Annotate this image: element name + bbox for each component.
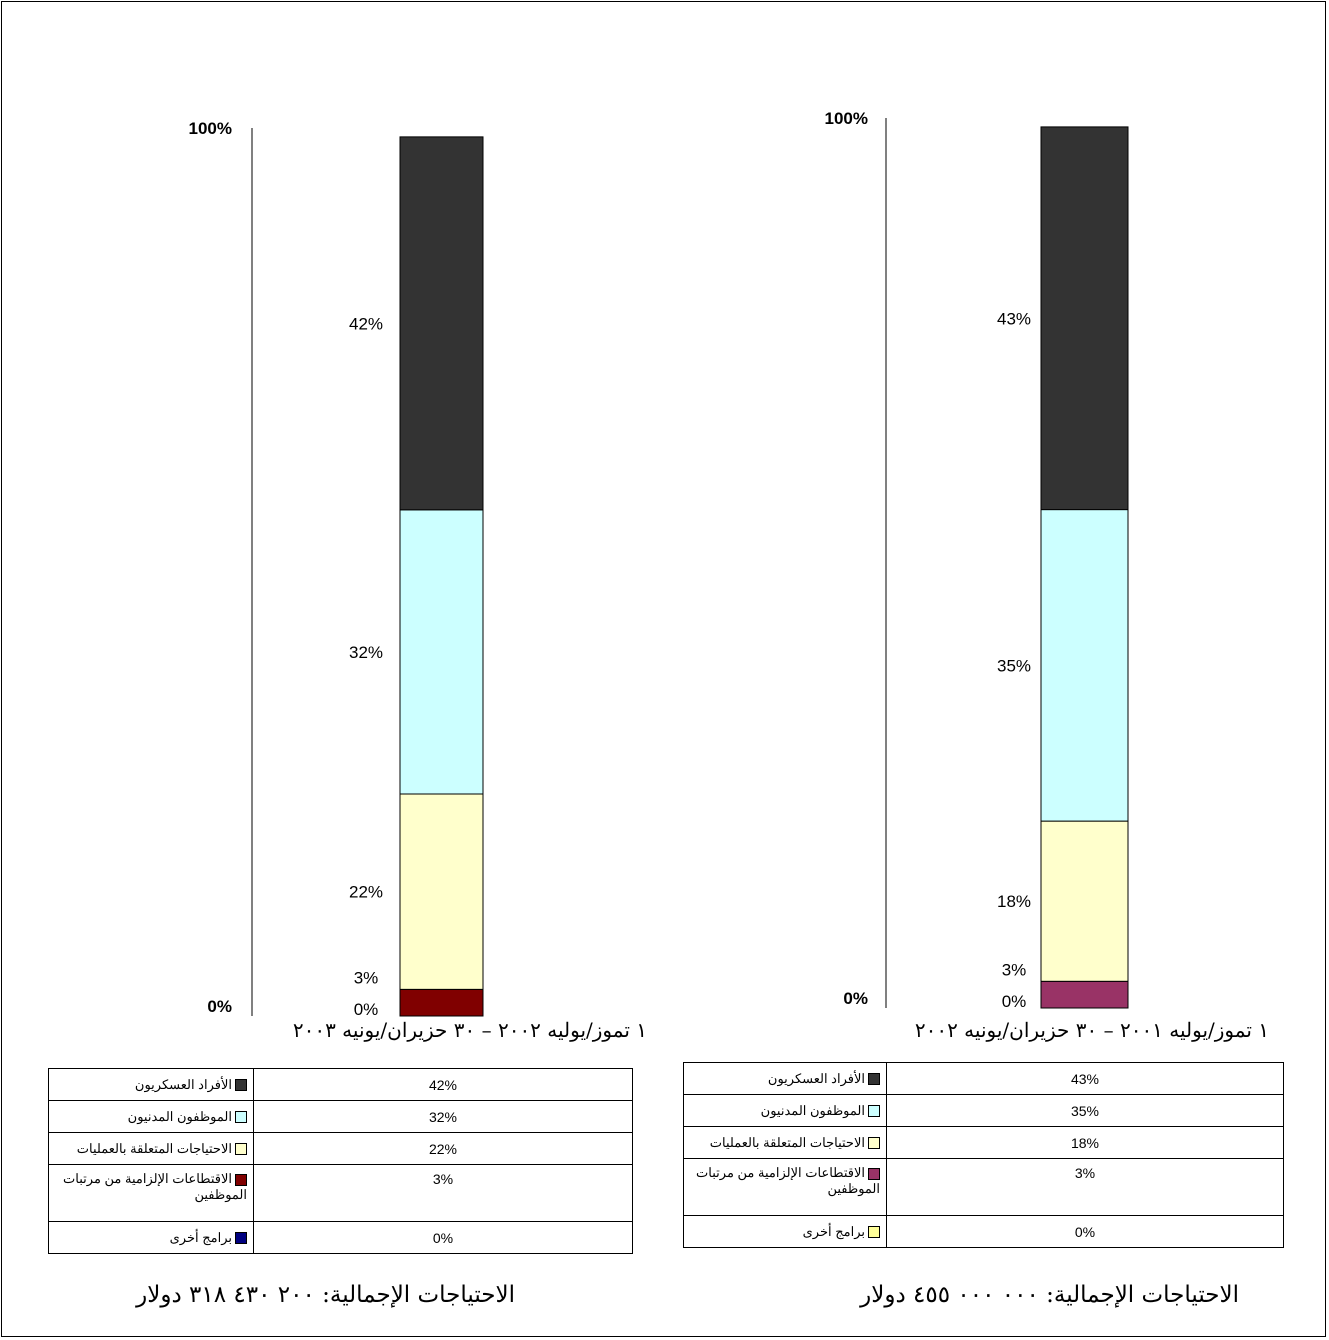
legend-entry: الموظفون المدنيون: [48, 1100, 254, 1133]
bar-segment-right: [1040, 820, 1129, 982]
table-row: الاقتطاعات الإلزامية من مرتبات الموظفين 3…: [683, 1158, 1284, 1216]
legend-entry: الأفراد العسكريون: [48, 1068, 254, 1101]
legend-entry: الاقتطاعات الإلزامية من مرتبات الموظفين: [48, 1164, 254, 1222]
legend-swatch-icon: [868, 1137, 880, 1150]
legend-entry: الاحتياجات المتعلقة بالعمليات: [683, 1126, 887, 1159]
table-value-cell: 35%: [886, 1094, 1284, 1127]
legend-swatch-icon: [235, 1143, 247, 1156]
table-row: برامج أخرى 0%: [683, 1215, 1284, 1248]
legend-entry: الاقتطاعات الإلزامية من مرتبات الموظفين: [683, 1158, 887, 1216]
data-label-left: 42%: [349, 314, 383, 333]
legend-label: برامج أخرى: [802, 1223, 865, 1239]
legend-swatch-icon: [235, 1232, 247, 1245]
table-value-cell: 3%: [253, 1164, 633, 1222]
data-label-right: 3%: [1002, 960, 1027, 979]
y-tick-label-top-left: 100%: [189, 119, 232, 138]
data-label-left: 32%: [349, 643, 383, 662]
table-row: الأفراد العسكريون 43%: [683, 1062, 1284, 1095]
y-tick-label-top-right: 100%: [825, 109, 868, 128]
table-value-cell: 3%: [886, 1158, 1284, 1216]
table-row: الأفراد العسكريون 42%: [48, 1068, 633, 1101]
table-row: الموظفون المدنيون 35%: [683, 1094, 1284, 1127]
legend-swatch-icon: [235, 1173, 247, 1186]
table-row: الاحتياجات المتعلقة بالعمليات 18%: [683, 1126, 1284, 1159]
legend-label: الأفراد العسكريون: [134, 1076, 232, 1092]
table-value-cell: 0%: [253, 1221, 633, 1254]
bar-segment-left: [399, 136, 484, 511]
total-requirements-right: الاحتياجات الإجمالية: ٠٠٠ ٠٠٠ ٤٥٥ دولار: [860, 1282, 1239, 1308]
y-tick-label-bottom-left: 0%: [207, 997, 232, 1016]
table-value-cell: 32%: [253, 1100, 633, 1133]
legend-swatch-icon: [235, 1111, 247, 1124]
legend-swatch-icon: [868, 1167, 880, 1180]
table-row: الاقتطاعات الإلزامية من مرتبات الموظفين 3…: [48, 1164, 633, 1222]
data-label-left: 3%: [354, 968, 379, 987]
legend-label: الاحتياجات المتعلقة بالعمليات: [709, 1134, 865, 1150]
legend-swatch-icon: [868, 1105, 880, 1118]
legend-label: الاحتياجات المتعلقة بالعمليات: [76, 1140, 232, 1156]
table-row: الاحتياجات المتعلقة بالعمليات 22%: [48, 1132, 633, 1165]
data-label-left: 0%: [354, 1000, 379, 1019]
legend-swatch-icon: [235, 1079, 247, 1092]
legend-label: الأفراد العسكريون: [767, 1070, 865, 1086]
table-value-cell: 0%: [886, 1215, 1284, 1248]
stacked-bar-charts: 100% 0% 0% 3% 22% 32% 42% 100% 0% 0% 3% 18% 35% 43%: [189, 109, 1129, 1019]
table-value-cell: 18%: [886, 1126, 1284, 1159]
data-label-right: 35%: [997, 656, 1031, 675]
bar-segment-right: [1040, 509, 1129, 822]
total-requirements-left: الاحتياجات الإجمالية: ٢٠٠ ٤٣٠ ٣١٨ دولار: [136, 1282, 515, 1308]
legend-entry: الموظفون المدنيون: [683, 1094, 887, 1127]
legend-entry: الاحتياجات المتعلقة بالعمليات: [48, 1132, 254, 1165]
data-label-right: 43%: [997, 309, 1031, 328]
data-label-right: 18%: [997, 892, 1031, 911]
bar-segment-left: [399, 509, 484, 795]
legend-swatch-icon: [868, 1073, 880, 1086]
legend-entry: برامج أخرى: [48, 1221, 254, 1254]
bar-segment-right: [1040, 980, 1129, 1009]
period-label-right: ١ تموز/يوليه ٢٠٠١ – ٣٠ حزيران/يونيه ٢٠٠٢: [914, 1018, 1269, 1042]
table-value-cell: 22%: [253, 1132, 633, 1165]
legend-label: الاقتطاعات الإلزامية من مرتبات الموظفين: [63, 1171, 247, 1202]
data-label-right: 0%: [1002, 992, 1027, 1011]
table-value-cell: 42%: [253, 1068, 633, 1101]
data-table-right: الأفراد العسكريون 43% الموظفون المدنيون 35%…: [683, 1062, 1284, 1248]
legend-entry: برامج أخرى: [683, 1215, 887, 1248]
y-tick-label-bottom-right: 0%: [843, 989, 868, 1008]
data-table-left: الأفراد العسكريون 42% الموظفون المدنيون 32%…: [48, 1068, 633, 1254]
legend-entry: الأفراد العسكريون: [683, 1062, 887, 1095]
bar-segment-left: [399, 988, 484, 1017]
legend-label: الاقتطاعات الإلزامية من مرتبات الموظفين: [696, 1165, 880, 1196]
period-label-left: ١ تموز/يوليه ٢٠٠٢ – ٣٠ حزيران/يونيه ٢٠٠٣: [292, 1018, 647, 1042]
legend-label: الموظفون المدنيون: [760, 1102, 865, 1118]
table-row: الموظفون المدنيون 32%: [48, 1100, 633, 1133]
legend-label: برامج أخرى: [169, 1229, 232, 1245]
bar-segment-right: [1040, 126, 1129, 511]
table-value-cell: 43%: [886, 1062, 1284, 1095]
data-label-left: 22%: [349, 883, 383, 902]
table-row: برامج أخرى 0%: [48, 1221, 633, 1254]
legend-swatch-icon: [868, 1226, 880, 1239]
bar-segment-left: [399, 793, 484, 990]
legend-label: الموظفون المدنيون: [127, 1108, 232, 1124]
